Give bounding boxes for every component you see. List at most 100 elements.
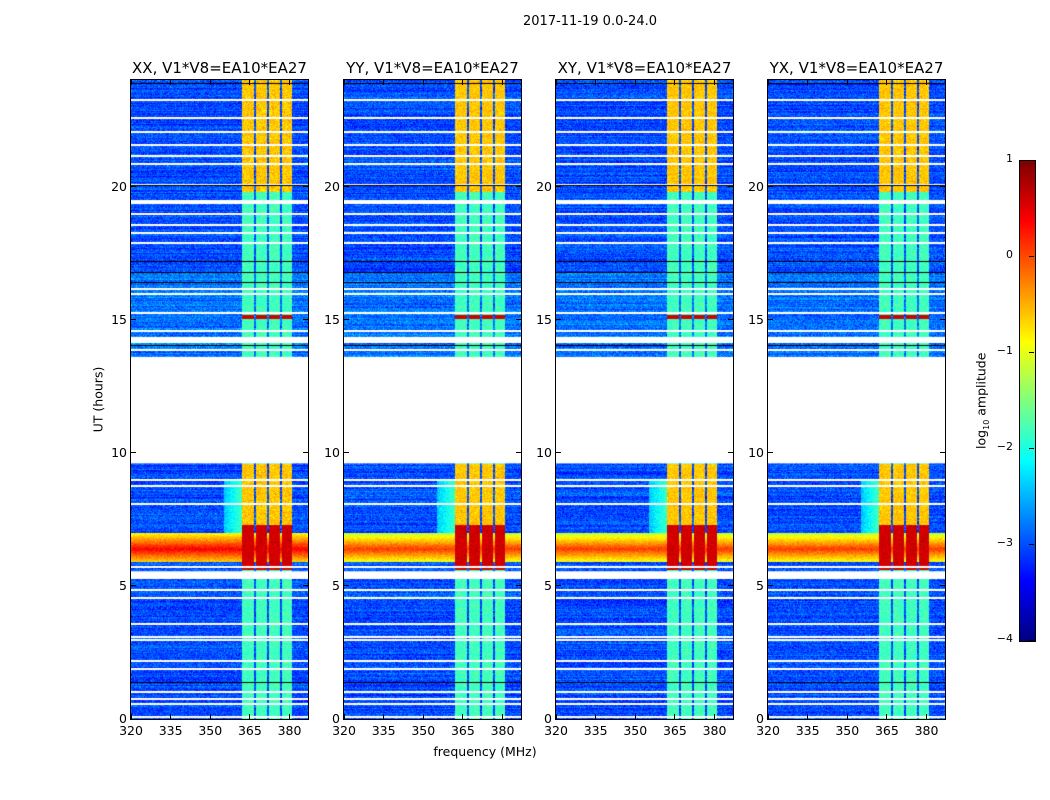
x-tick-mark [249, 714, 251, 719]
x-tick-mark-top [634, 80, 636, 85]
x-tick-mark [422, 714, 424, 719]
y-tick-mark [768, 452, 773, 454]
panel-title: XY, V1*V8=EA10*EA27 [557, 59, 732, 77]
x-tick-mark [555, 714, 557, 719]
x-tick-mark [714, 714, 715, 719]
x-tick-mark-top [462, 80, 464, 85]
x-tick-label: 380 [277, 723, 302, 738]
heatmap-panel [130, 79, 309, 720]
heatmap-panel [767, 79, 946, 720]
y-tick-mark-right [303, 452, 308, 454]
y-tick-mark [768, 718, 773, 720]
colorbar-label-sub: 10 [981, 419, 991, 430]
y-tick-label: 5 [332, 577, 340, 593]
x-tick-mark [130, 714, 132, 719]
colorbar-gradient [1020, 161, 1035, 641]
x-tick-mark-top [249, 80, 251, 85]
y-tick-label: 10 [748, 444, 764, 460]
y-tick-mark-right [940, 585, 945, 587]
y-tick-mark-right [516, 718, 521, 720]
x-tick-label: 320 [756, 723, 780, 738]
colorbar-label: log10 amplitude [973, 346, 991, 456]
x-tick-mark [343, 714, 345, 719]
x-tick-mark-top [595, 80, 597, 85]
x-tick-mark [170, 714, 172, 719]
y-tick-label: 10 [111, 444, 127, 460]
colorbar-tick-label: 0 [1006, 248, 1013, 261]
y-tick-mark [131, 319, 136, 321]
y-tick-label: 20 [111, 178, 127, 194]
figure-suptitle: 2017-11-19 0.0-24.0 [523, 14, 657, 29]
colorbar-tick-label: −1 [996, 344, 1013, 357]
x-tick-mark-top [343, 80, 345, 85]
y-tick-label: 15 [536, 311, 552, 327]
colorbar-tick-label: −2 [996, 440, 1013, 453]
x-tick-mark [926, 714, 927, 719]
y-tick-mark [556, 585, 561, 587]
x-tick-mark [846, 714, 848, 719]
colorbar-tick-mark [1029, 352, 1034, 353]
x-tick-mark-top [502, 80, 503, 85]
y-tick-label: 10 [324, 444, 340, 460]
y-tick-mark [344, 452, 349, 454]
x-tick-mark-top [674, 80, 676, 85]
y-tick-mark-right [728, 186, 733, 187]
x-tick-label: 350 [411, 723, 436, 738]
x-tick-mark-top [807, 80, 809, 85]
y-tick-mark [344, 319, 349, 321]
colorbar-tick-label: −3 [996, 536, 1013, 549]
x-tick-mark-top [130, 80, 132, 85]
y-tick-mark-right [303, 718, 308, 720]
y-tick-mark-right [728, 718, 733, 720]
x-tick-label: 380 [490, 723, 515, 738]
y-tick-mark [768, 319, 773, 321]
y-tick-mark [768, 585, 773, 587]
heatmap-canvas [556, 80, 733, 719]
x-tick-mark-top [767, 80, 769, 85]
heatmap-panel [343, 79, 522, 720]
y-tick-mark [556, 186, 561, 187]
y-tick-label: 0 [544, 711, 552, 726]
y-tick-mark-right [303, 319, 308, 321]
y-tick-label: 5 [544, 577, 552, 593]
y-tick-mark [131, 718, 136, 720]
colorbar-label-log: log [973, 429, 989, 449]
x-tick-mark-top [383, 80, 385, 85]
x-tick-mark-top [289, 80, 290, 85]
x-tick-mark-top [846, 80, 848, 85]
x-tick-mark [502, 714, 503, 719]
heatmap-canvas [344, 80, 521, 719]
x-tick-mark [209, 714, 211, 719]
y-tick-label: 0 [332, 711, 340, 726]
x-tick-mark [462, 714, 464, 719]
colorbar-tick-mark [1029, 256, 1034, 257]
y-tick-mark-right [728, 452, 733, 454]
y-tick-mark [768, 186, 773, 187]
y-tick-mark [131, 585, 136, 587]
y-tick-mark-right [516, 319, 521, 321]
y-tick-mark-right [728, 585, 733, 587]
y-tick-mark-right [516, 585, 521, 587]
x-axis-label: frequency (MHz) [433, 744, 537, 759]
y-tick-mark [556, 718, 561, 720]
x-tick-label: 350 [198, 723, 223, 738]
colorbar-tick-mark [1029, 640, 1034, 641]
x-tick-label: 335 [795, 723, 820, 738]
panel-title: YY, V1*V8=EA10*EA27 [346, 59, 519, 77]
y-tick-mark [131, 452, 136, 454]
panel-title: YX, V1*V8=EA10*EA27 [769, 59, 944, 77]
x-tick-mark [886, 714, 888, 719]
y-axis-label: UT (hours) [90, 366, 106, 433]
x-tick-label: 365 [237, 723, 262, 738]
x-tick-mark [383, 714, 385, 719]
x-tick-label: 380 [914, 723, 939, 738]
y-tick-label: 20 [324, 178, 340, 194]
x-tick-mark [634, 714, 636, 719]
x-tick-label: 365 [874, 723, 899, 738]
x-tick-mark-top [209, 80, 211, 85]
y-tick-mark-right [303, 186, 308, 187]
y-tick-mark-right [940, 319, 945, 321]
colorbar-tick-mark [1029, 448, 1034, 449]
y-tick-mark-right [516, 186, 521, 187]
x-tick-label: 320 [119, 723, 143, 738]
